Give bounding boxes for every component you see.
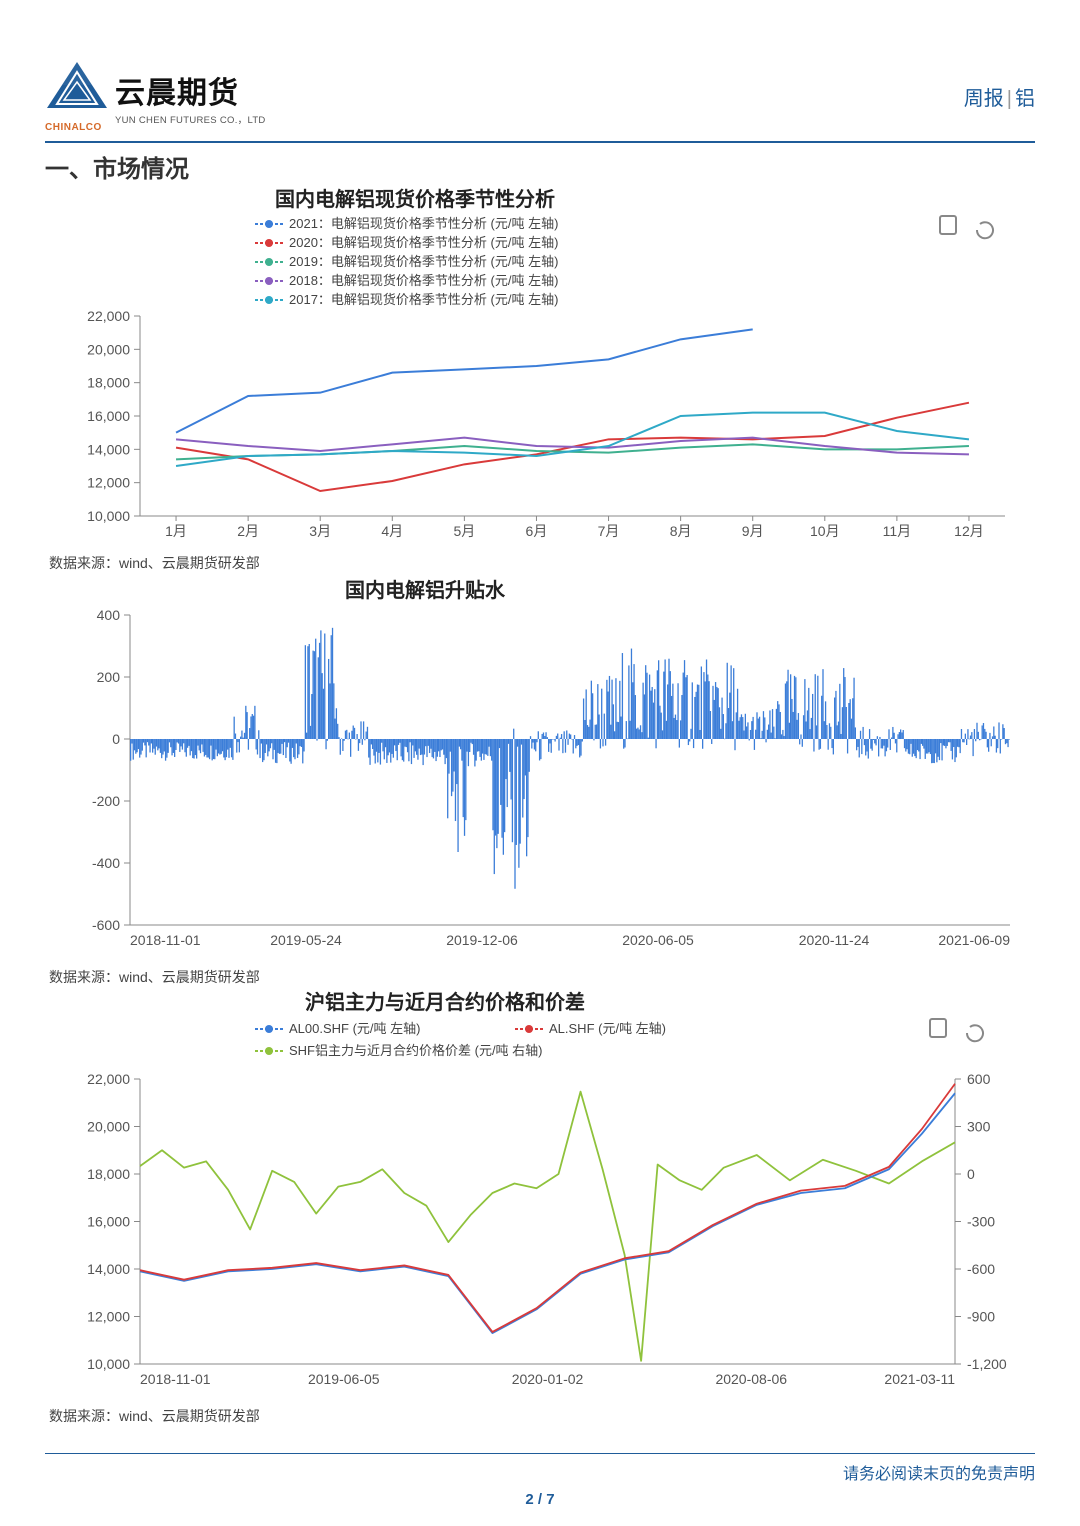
svg-text:0: 0 — [967, 1166, 975, 1182]
svg-text:2018：电解铝现货价格季节性分析 (元/吨 左轴): 2018：电解铝现货价格季节性分析 (元/吨 左轴) — [289, 273, 558, 288]
svg-text:18,000: 18,000 — [87, 375, 130, 391]
svg-text:2018-11-01: 2018-11-01 — [130, 932, 201, 948]
svg-text:16,000: 16,000 — [87, 1214, 130, 1230]
svg-text:2021-06-09: 2021-06-09 — [938, 932, 1010, 948]
chart2-svg: 国内电解铝升贴水 -600 -400 -200 0 200 400 2018-11-01 201… — [45, 575, 1035, 960]
disclaimer-text: 请务必阅读末页的免责声明 — [843, 1460, 1035, 1484]
svg-text:-1,200: -1,200 — [967, 1356, 1007, 1372]
svg-text:-900: -900 — [967, 1309, 995, 1325]
svg-text:2019-06-05: 2019-06-05 — [308, 1371, 380, 1387]
logo-triangle-icon — [45, 60, 109, 115]
svg-text:22,000: 22,000 — [87, 1071, 130, 1087]
chart1-source: 数据来源：wind、云晨期货研发部 — [49, 553, 1035, 573]
svg-text:10月: 10月 — [810, 523, 840, 539]
page-footer: 请务必阅读末页的免责声明 — [45, 1453, 1035, 1484]
svg-text:AL.SHF (元/吨 左轴): AL.SHF (元/吨 左轴) — [549, 1021, 666, 1036]
svg-text:0: 0 — [112, 731, 120, 747]
doc-type-a: 周报 — [964, 88, 1004, 110]
page-number: 2 / 7 — [0, 1491, 1080, 1508]
svg-text:2019-12-06: 2019-12-06 — [446, 932, 518, 948]
svg-text:-600: -600 — [92, 917, 120, 933]
svg-text:5月: 5月 — [453, 523, 475, 539]
svg-text:2020-11-24: 2020-11-24 — [799, 932, 870, 948]
save-icon — [930, 1019, 946, 1037]
svg-text:国内电解铝现货价格季节性分析: 国内电解铝现货价格季节性分析 — [275, 187, 555, 211]
chart-basis: 国内电解铝升贴水 -600 -400 -200 0 200 400 2018-11-01 201… — [45, 575, 1035, 987]
chinalco-label: CHINALCO — [45, 122, 109, 133]
svg-text:-300: -300 — [967, 1214, 995, 1230]
svg-text:2020-06-05: 2020-06-05 — [622, 932, 694, 948]
svg-text:2021：电解铝现货价格季节性分析 (元/吨 左轴): 2021：电解铝现货价格季节性分析 (元/吨 左轴) — [289, 216, 558, 231]
svg-text:14,000: 14,000 — [87, 1261, 130, 1277]
refresh-icon — [967, 1025, 983, 1041]
svg-text:2019：电解铝现货价格季节性分析 (元/吨 左轴): 2019：电解铝现货价格季节性分析 (元/吨 左轴) — [289, 254, 558, 269]
svg-text:9月: 9月 — [742, 523, 764, 539]
svg-text:200: 200 — [97, 669, 121, 685]
chart3-source: 数据来源：wind、云晨期货研发部 — [49, 1406, 1035, 1426]
chart2-source: 数据来源：wind、云晨期货研发部 — [49, 967, 1035, 987]
svg-text:12月: 12月 — [954, 523, 984, 539]
svg-text:国内电解铝升贴水: 国内电解铝升贴水 — [345, 578, 506, 602]
svg-text:400: 400 — [97, 607, 121, 623]
svg-text:-400: -400 — [92, 855, 120, 871]
svg-text:-200: -200 — [92, 793, 120, 809]
svg-text:20,000: 20,000 — [87, 341, 130, 357]
svg-text:-600: -600 — [967, 1261, 995, 1277]
page-header: CHINALCO 云晨期货 YUN CHEN FUTURES CO.，LTD 周… — [45, 60, 1035, 143]
svg-text:600: 600 — [967, 1071, 991, 1087]
svg-text:6月: 6月 — [526, 523, 548, 539]
svg-text:16,000: 16,000 — [87, 408, 130, 424]
svg-text:10,000: 10,000 — [87, 1356, 130, 1372]
doc-type-b: 铝 — [1015, 88, 1035, 110]
save-icon — [940, 216, 956, 234]
svg-text:2020-08-06: 2020-08-06 — [715, 1371, 787, 1387]
svg-text:2月: 2月 — [237, 523, 259, 539]
svg-text:3月: 3月 — [309, 523, 331, 539]
svg-text:12,000: 12,000 — [87, 475, 130, 491]
svg-text:2019-05-24: 2019-05-24 — [270, 932, 342, 948]
svg-text:2017：电解铝现货价格季节性分析 (元/吨 左轴): 2017：电解铝现货价格季节性分析 (元/吨 左轴) — [289, 292, 558, 307]
logo-en-text: YUN CHEN FUTURES CO.，LTD — [115, 112, 266, 126]
svg-text:14,000: 14,000 — [87, 441, 130, 457]
chart1-svg: 国内电解铝现货价格季节性分析 2021：电解铝现货价格季节性分析 (元/吨 左轴)… — [45, 186, 1035, 546]
svg-text:20,000: 20,000 — [87, 1119, 130, 1135]
chart3-svg: 沪铝主力与近月合约价格和价差 AL00.SHF (元/吨 左轴) AL.SHF (元… — [45, 989, 1035, 1399]
doc-type-label: 周报|铝 — [964, 82, 1035, 111]
svg-text:1月: 1月 — [165, 523, 187, 539]
svg-text:2021-03-11: 2021-03-11 — [884, 1371, 955, 1387]
svg-text:8月: 8月 — [670, 523, 692, 539]
svg-text:2018-11-01: 2018-11-01 — [140, 1371, 211, 1387]
section-title: 一、市场情况 — [45, 149, 1035, 184]
svg-text:2020：电解铝现货价格季节性分析 (元/吨 左轴): 2020：电解铝现货价格季节性分析 (元/吨 左轴) — [289, 235, 558, 250]
svg-text:12,000: 12,000 — [87, 1309, 130, 1325]
svg-text:SHF铝主力与近月合约价格价差 (元/吨 右轴): SHF铝主力与近月合约价格价差 (元/吨 右轴) — [289, 1043, 543, 1058]
svg-text:300: 300 — [967, 1119, 991, 1135]
logo-block: CHINALCO 云晨期货 YUN CHEN FUTURES CO.，LTD — [45, 60, 266, 133]
refresh-icon — [977, 222, 993, 238]
svg-text:18,000: 18,000 — [87, 1166, 130, 1182]
svg-text:7月: 7月 — [598, 523, 620, 539]
chart-spread: 沪铝主力与近月合约价格和价差 AL00.SHF (元/吨 左轴) AL.SHF (元… — [45, 989, 1035, 1426]
svg-text:22,000: 22,000 — [87, 308, 130, 324]
svg-text:11月: 11月 — [883, 523, 912, 539]
svg-text:10,000: 10,000 — [87, 508, 130, 524]
svg-text:沪铝主力与近月合约价格和价差: 沪铝主力与近月合约价格和价差 — [305, 990, 585, 1014]
svg-text:2020-01-02: 2020-01-02 — [512, 1371, 584, 1387]
svg-text:AL00.SHF (元/吨 左轴): AL00.SHF (元/吨 左轴) — [289, 1021, 420, 1036]
svg-text:4月: 4月 — [381, 523, 403, 539]
chart-seasonal: 国内电解铝现货价格季节性分析 2021：电解铝现货价格季节性分析 (元/吨 左轴)… — [45, 186, 1035, 573]
logo-cn-text: 云晨期货 — [115, 68, 266, 112]
